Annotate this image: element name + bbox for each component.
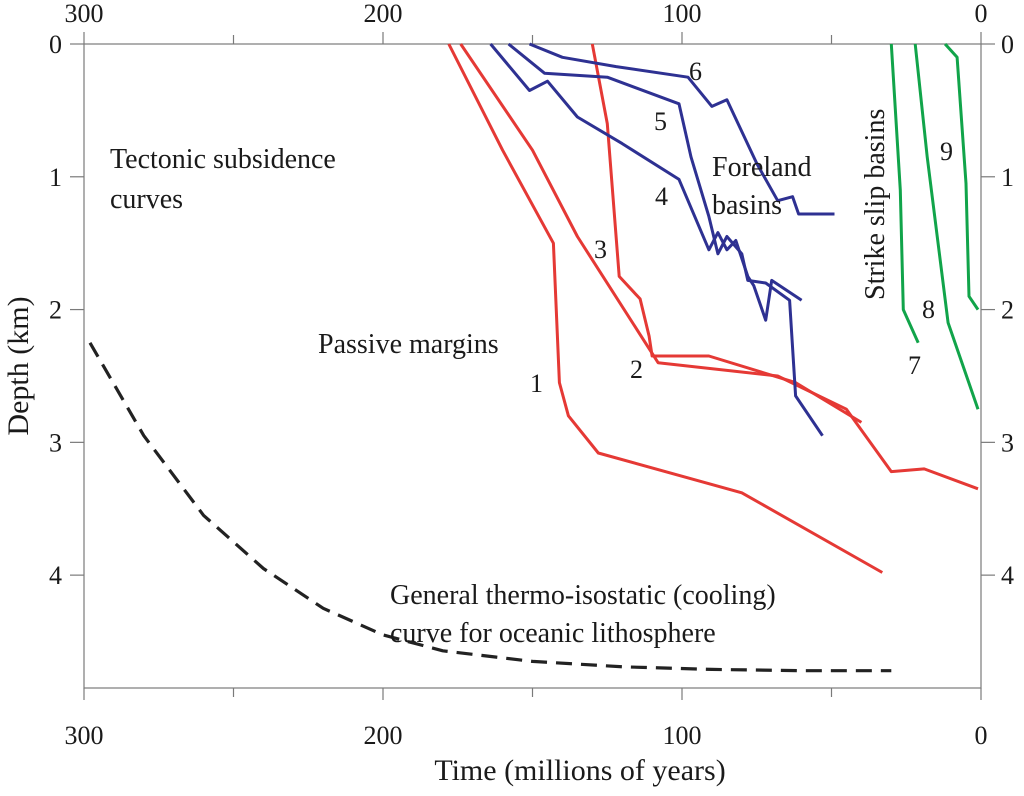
y-tick-label-right: 4 bbox=[1001, 561, 1014, 590]
x-axis-title: Time (millions of years) bbox=[434, 754, 725, 787]
y-axis-title: Depth (km) bbox=[2, 296, 35, 435]
x-tick-label-top: 300 bbox=[65, 0, 104, 28]
series-line-thermal bbox=[88, 341, 892, 673]
passive-margins-label: Passive margins bbox=[318, 329, 499, 360]
y-tick-label-left: 0 bbox=[49, 30, 62, 59]
x-tick-label-top: 100 bbox=[663, 0, 702, 28]
curve-label-5: 5 bbox=[654, 107, 667, 136]
x-tick-label-bottom: 100 bbox=[663, 721, 702, 750]
labels-layer: Time (millions of years) Depth (km) Tect… bbox=[2, 57, 953, 787]
series-line-strike_slip-7 bbox=[889, 43, 920, 344]
x-tick-label-bottom: 200 bbox=[364, 721, 403, 750]
curve-label-6: 6 bbox=[689, 57, 702, 86]
foreland-label-line1: Foreland bbox=[712, 152, 812, 183]
strike-slip-label: Strike slip basins bbox=[860, 109, 891, 300]
foreland-label-line2: basins bbox=[712, 190, 782, 221]
series-line-strike_slip-9 bbox=[943, 42, 980, 311]
series-line-passive_margin-2 bbox=[459, 43, 979, 491]
tectonic-title-line2: curves bbox=[110, 184, 183, 215]
series-line-passive_margin-3 bbox=[590, 43, 863, 424]
series-line-strike_slip-8 bbox=[913, 43, 980, 410]
series-line-foreland-5 bbox=[507, 42, 824, 437]
y-tick-label-left: 1 bbox=[49, 163, 62, 192]
curve-label-7: 7 bbox=[908, 351, 921, 380]
y-tick-label-right: 1 bbox=[1001, 163, 1014, 192]
thermal-label-line1: General thermo-isostatic (cooling) bbox=[390, 580, 776, 611]
x-tick-label-top: 0 bbox=[975, 0, 988, 28]
series-line-passive_margin-1 bbox=[447, 43, 884, 574]
x-tick-label-top: 200 bbox=[364, 0, 403, 28]
curve-label-2: 2 bbox=[630, 355, 643, 384]
series-line-foreland-6 bbox=[528, 42, 835, 216]
series-line-foreland-4 bbox=[489, 43, 803, 322]
curve-label-3: 3 bbox=[594, 235, 607, 264]
thermal-label-line2: curve for oceanic lithosphere bbox=[390, 618, 716, 649]
series-layer bbox=[88, 42, 980, 673]
curve-label-1: 1 bbox=[530, 369, 543, 398]
tectonic-title-line1: Tectonic subsidence bbox=[110, 144, 336, 175]
curve-label-4: 4 bbox=[655, 182, 668, 211]
y-tick-label-left: 2 bbox=[49, 296, 62, 325]
y-tick-label-left: 4 bbox=[49, 561, 62, 590]
curve-label-8: 8 bbox=[922, 295, 935, 324]
y-tick-label-right: 2 bbox=[1001, 296, 1014, 325]
x-tick-label-bottom: 0 bbox=[975, 721, 988, 750]
x-tick-label-bottom: 300 bbox=[65, 721, 104, 750]
y-tick-label-right: 0 bbox=[1001, 30, 1014, 59]
y-tick-label-left: 3 bbox=[49, 428, 62, 457]
curve-label-9: 9 bbox=[940, 137, 953, 166]
y-tick-label-right: 3 bbox=[1001, 428, 1014, 457]
